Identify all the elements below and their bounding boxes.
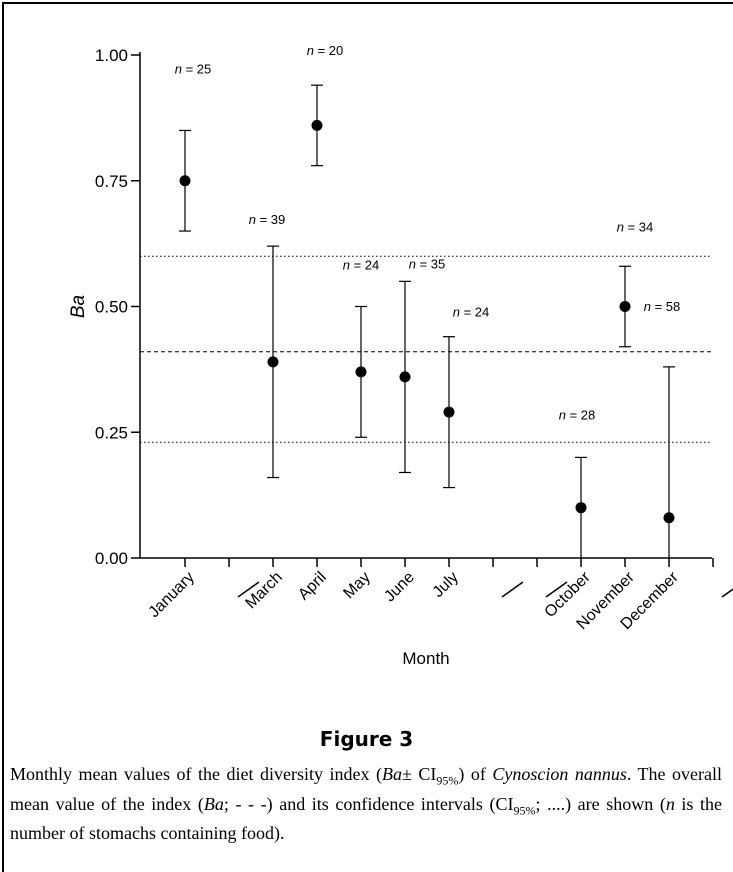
y-tick-label: 0.25 <box>95 423 128 442</box>
y-tick-label: 0.75 <box>95 172 128 191</box>
caption-text: ) of <box>458 764 493 784</box>
mean-point <box>575 502 587 514</box>
caption-text: ; ....) are shown ( <box>535 793 666 814</box>
caption-text: ; - - -) and its confidence intervals (C… <box>223 793 514 814</box>
n-label: n = 35 <box>409 256 446 271</box>
n-label: n = 39 <box>249 212 286 227</box>
caption-subscript: 95% <box>513 803 536 818</box>
x-tick-label-blank <box>721 588 733 598</box>
x-tick-label: June <box>381 569 418 606</box>
caption-text: Monthly mean values of the diet diversit… <box>10 764 382 784</box>
figure-title: Figure 3 <box>319 727 414 751</box>
mean-point <box>311 119 323 131</box>
figure-caption: Monthly mean values of the diet diversit… <box>10 763 722 845</box>
n-label: n = 20 <box>307 43 344 58</box>
caption-ba: Ba <box>381 764 402 784</box>
caption-subscript: 95% <box>436 773 459 788</box>
caption-text: . The overall mean value of the index ( <box>10 764 722 814</box>
x-tick-label: March <box>242 569 285 612</box>
x-tick-label: April <box>295 569 330 604</box>
x-tick-label-blank <box>237 581 260 598</box>
mean-point <box>663 512 675 524</box>
mean-point <box>355 366 367 378</box>
x-axis-label: Month <box>402 649 449 668</box>
x-tick-label: July <box>430 569 462 601</box>
n-label: n = 28 <box>559 407 596 422</box>
y-axis-label: Ba <box>68 295 89 318</box>
y-tick-label: 0.00 <box>95 549 128 568</box>
caption-text: is the number of stomachs containing foo… <box>10 793 723 844</box>
x-tick-label: May <box>340 569 373 602</box>
n-label: n = 24 <box>343 258 380 273</box>
mean-point <box>267 356 279 368</box>
caption-species: Cynoscion nannus <box>492 764 627 784</box>
n-label: n = 24 <box>453 305 490 320</box>
mean-point <box>399 371 411 383</box>
n-label: n = 25 <box>175 61 212 76</box>
caption-n: n <box>665 793 675 814</box>
x-tick-label-blank <box>501 581 524 598</box>
ba-monthly-chart: 0.00 0.25 0.50 0.75 1.00 Ba January March April M… <box>68 43 733 668</box>
x-tick-label: January <box>146 569 198 621</box>
y-tick-label: 1.00 <box>95 46 128 65</box>
mean-point <box>619 301 631 312</box>
n-label: n = 34 <box>617 219 654 234</box>
caption-text: ± CI <box>401 764 437 784</box>
n-label: n = 58 <box>644 299 681 314</box>
y-tick-label: 0.50 <box>95 298 128 317</box>
caption-ba: Ba <box>203 793 224 814</box>
mean-point <box>179 175 191 187</box>
mean-point <box>443 406 455 418</box>
x-tick-label-blank <box>545 581 568 598</box>
